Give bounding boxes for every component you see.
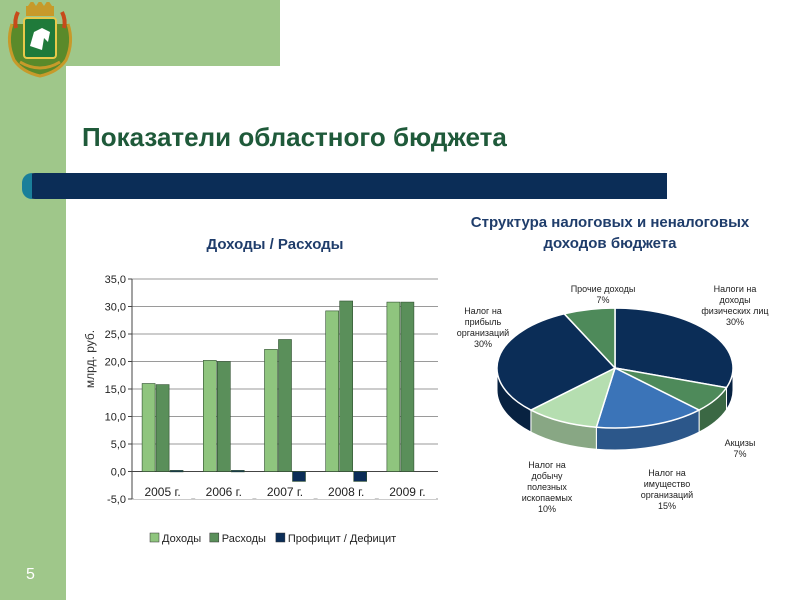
bar-2 xyxy=(217,361,231,472)
y-tick-label: -5,0 xyxy=(107,494,126,506)
pie-slice-label: Налог на прибыль организаций 30% xyxy=(457,306,509,349)
sidebar-band xyxy=(0,0,66,600)
bar-1 xyxy=(203,360,217,472)
y-tick-label: 30,0 xyxy=(105,302,126,314)
category-label-bg xyxy=(195,483,253,499)
category-label-bg xyxy=(317,483,375,499)
y-tick-label: 20,0 xyxy=(105,357,126,369)
pie-slice xyxy=(595,366,701,429)
bar-2 xyxy=(278,339,292,472)
legend-label: Расходы xyxy=(222,533,266,545)
pie-slice xyxy=(496,312,617,411)
bar-3 xyxy=(169,470,184,473)
category-label: 2008 г. xyxy=(328,485,364,499)
category-label-bg xyxy=(256,483,314,499)
title-underline-bar xyxy=(22,173,667,199)
legend-label: Доходы xyxy=(162,533,201,545)
pie-chart-title: Структура налоговых и неналоговых доходо… xyxy=(470,214,750,252)
bar-2 xyxy=(339,300,354,472)
y-tick-label: 5,0 xyxy=(111,439,126,451)
bar-1 xyxy=(264,349,278,472)
legend-label: Профицит / Дефицит xyxy=(288,533,396,545)
bar-1 xyxy=(141,383,156,472)
bar-1 xyxy=(325,310,339,472)
pie-slice-label: Налоги на доходы физических лиц 30% xyxy=(701,284,768,327)
category-label: 2009 г. xyxy=(389,485,425,499)
bar-chart: -5,0 0,0 5,0 10,0 15,0 20,0 25,0 30,0 35,0 млрд. … xyxy=(83,274,438,545)
bar-3 xyxy=(292,471,306,482)
y-tick-label: 10,0 xyxy=(105,412,126,424)
bar-1 xyxy=(386,301,401,472)
pie-slice-label: Прочие доходы 7% xyxy=(571,284,636,305)
y-tick-label: 35,0 xyxy=(105,274,126,286)
category-label-bg xyxy=(134,483,192,499)
y-tick-label: 15,0 xyxy=(105,384,126,396)
category-label: 2007 г. xyxy=(267,485,303,499)
y-tick-label: 0,0 xyxy=(111,467,126,479)
legend-swatch xyxy=(149,532,160,543)
pie-slice xyxy=(562,307,616,370)
pie-chart: Налоги на доходы физических лиц 30% Акцизы 7%… xyxy=(457,284,769,514)
pie-slice xyxy=(614,307,734,389)
pie-slice-label: Налог на имущество организаций 15% xyxy=(641,468,693,511)
title-bar-accent xyxy=(22,173,32,199)
pie-slice-label: Акцизы 7% xyxy=(725,438,756,459)
legend-swatch xyxy=(275,532,286,543)
y-axis-label: млрд. руб. xyxy=(83,330,97,388)
slide-number: 5 xyxy=(26,566,35,583)
bar-2 xyxy=(155,384,170,472)
category-label-bg xyxy=(378,483,436,499)
y-tick-label: 25,0 xyxy=(105,329,126,341)
pie-slice-label: Налог на добычу полезных ископаемых 10% xyxy=(522,460,573,514)
category-label: 2006 г. xyxy=(206,485,242,499)
legend-swatch xyxy=(209,532,220,543)
bar-2 xyxy=(400,301,415,472)
pie-slice xyxy=(529,366,617,429)
coat-of-arms-logo xyxy=(7,2,73,78)
bar-chart-title: Доходы / Расходы xyxy=(206,236,344,253)
category-label: 2005 г. xyxy=(144,485,180,499)
bar-3 xyxy=(353,471,368,482)
page-title: Показатели областного бюджета xyxy=(82,122,507,152)
bar-3 xyxy=(231,470,245,473)
